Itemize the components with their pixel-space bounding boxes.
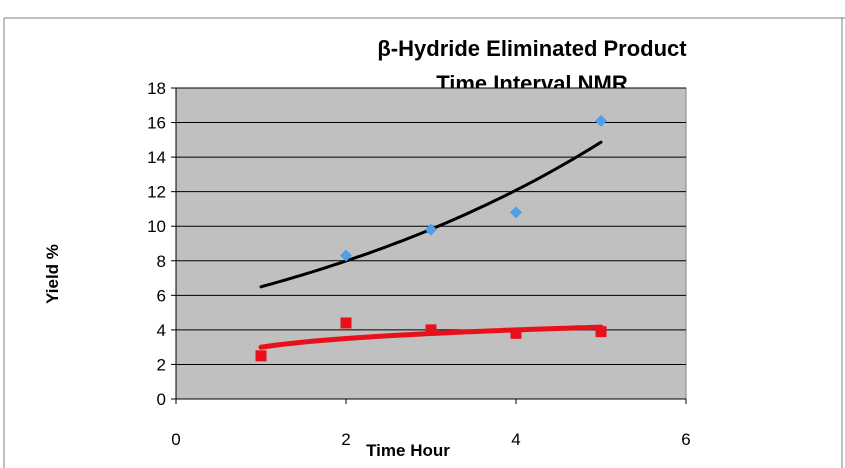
square-point-0 xyxy=(255,350,267,362)
plot-area xyxy=(175,87,687,400)
x-tick-label-6: 6 xyxy=(681,430,690,449)
x-tick-label-0: 0 xyxy=(171,430,180,449)
chart-title-line-1: β-Hydride Eliminated Product xyxy=(377,36,687,61)
y-tick-label-16: 16 xyxy=(147,114,166,133)
diamond-point-0 xyxy=(340,249,352,262)
x-tick-labels: 0 2 4 6 xyxy=(171,399,691,449)
y-tick-label-12: 12 xyxy=(147,183,166,202)
x-tick-label-2: 2 xyxy=(341,430,350,449)
y-tick-label-8: 8 xyxy=(157,252,166,271)
axes xyxy=(175,88,686,400)
square-point-3 xyxy=(510,327,522,339)
square-point-1 xyxy=(340,317,352,329)
y-tick-label-14: 14 xyxy=(147,148,166,167)
diamond-point-1 xyxy=(425,223,437,236)
square-point-2 xyxy=(425,324,437,336)
x-axis-title: Time Hour xyxy=(366,441,450,460)
y-tick-label-10: 10 xyxy=(147,217,166,236)
diamond-point-3 xyxy=(595,114,607,127)
y-tick-label-18: 18 xyxy=(147,79,166,98)
y-axis-title: Yield % xyxy=(43,244,62,304)
y-tick-labels: 0 2 4 6 8 10 12 14 16 18 xyxy=(147,79,176,409)
y-tick-label-4: 4 xyxy=(157,321,166,340)
square-point-4 xyxy=(595,326,607,338)
y-tick-label-6: 6 xyxy=(157,286,166,305)
diamond-point-2 xyxy=(510,206,522,219)
data-series xyxy=(255,114,607,362)
x-tick-label-4: 4 xyxy=(511,430,520,449)
y-tick-label-0: 0 xyxy=(157,390,166,409)
y-tick-label-2: 2 xyxy=(157,355,166,374)
